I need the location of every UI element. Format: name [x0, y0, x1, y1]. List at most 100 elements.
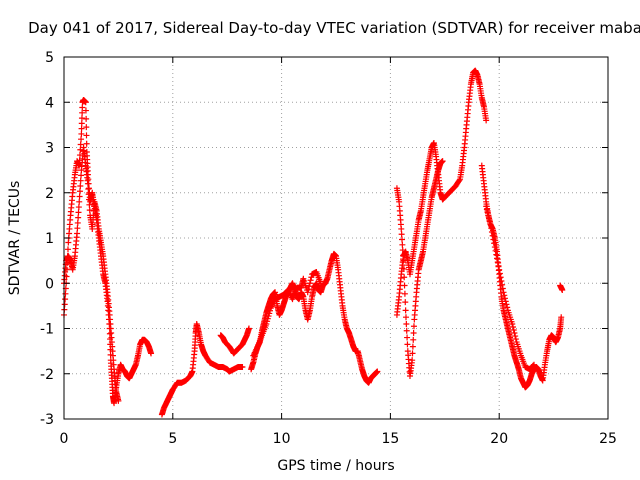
data-point — [306, 283, 313, 290]
data-point — [85, 185, 92, 192]
x-tick-label: 15 — [381, 431, 399, 447]
data-point — [489, 232, 496, 239]
data-point — [148, 350, 155, 357]
data-point — [502, 298, 509, 305]
x-axis-label: GPS time / hours — [277, 458, 394, 474]
data-point — [483, 117, 490, 124]
data-point — [439, 158, 446, 165]
x-axis-ticks: 0 5 10 15 20 25 — [60, 57, 617, 447]
data-point — [490, 236, 497, 243]
data-point — [83, 115, 90, 122]
data-point — [86, 196, 93, 203]
data-point — [77, 141, 84, 148]
data-point — [509, 323, 516, 330]
data-point — [62, 296, 69, 303]
data-point — [502, 295, 509, 302]
data-point — [307, 277, 314, 284]
x-tick-label: 25 — [599, 431, 617, 447]
data-point — [76, 193, 83, 200]
data-point — [402, 307, 409, 314]
data-point — [401, 290, 408, 297]
data-point — [62, 290, 69, 297]
data-point — [399, 241, 406, 248]
data-point — [496, 270, 503, 277]
data-point — [76, 188, 83, 195]
data-point — [79, 109, 86, 116]
data-point — [503, 301, 510, 308]
data-point — [245, 325, 252, 332]
data-point — [498, 277, 505, 284]
data-point — [486, 218, 493, 225]
y-tick-label: -3 — [40, 412, 54, 428]
data-point — [398, 225, 405, 232]
data-point — [77, 182, 84, 189]
data-point — [78, 130, 85, 137]
data-point — [115, 397, 122, 404]
data-point — [305, 286, 312, 293]
data-point — [401, 274, 408, 281]
data-point — [491, 244, 498, 251]
data-point — [306, 280, 313, 287]
data-point — [304, 289, 311, 296]
data-point — [400, 265, 407, 272]
data-point — [78, 120, 85, 127]
x-tick-label: 20 — [490, 431, 508, 447]
y-tick-label: 3 — [45, 141, 54, 157]
data-point — [64, 246, 71, 253]
data-point — [78, 125, 85, 132]
y-tick-label: 2 — [45, 186, 54, 202]
data-point — [402, 314, 409, 321]
data-point — [403, 320, 410, 327]
data-point — [499, 285, 506, 292]
y-tick-label: 4 — [45, 95, 54, 111]
data-point — [558, 314, 565, 321]
data-point — [75, 204, 82, 211]
data-point — [495, 262, 502, 269]
chart-title: Day 041 of 2017, Sidereal Day-to-day VTE… — [28, 19, 640, 37]
data-point — [265, 313, 272, 320]
data-point — [83, 124, 90, 131]
data-point — [403, 327, 410, 334]
data-point — [76, 198, 83, 205]
y-tick-label: -2 — [40, 367, 54, 383]
data-point — [404, 341, 411, 348]
data-point — [512, 333, 519, 340]
data-point — [264, 318, 271, 325]
data-point — [483, 203, 490, 210]
y-tick-label: 1 — [45, 231, 54, 247]
data-point — [61, 301, 68, 308]
data-point — [485, 212, 492, 219]
data-point — [500, 289, 507, 296]
data-point — [509, 320, 516, 327]
data-point — [83, 140, 90, 147]
data-point — [74, 225, 81, 232]
data-point — [79, 104, 86, 111]
data-point — [317, 280, 324, 287]
data-point — [74, 219, 81, 226]
data-point — [496, 266, 503, 273]
y-tick-label: 5 — [45, 50, 54, 66]
data-point — [85, 191, 92, 198]
data-point — [530, 362, 537, 369]
data-point — [84, 180, 91, 187]
data-point — [483, 206, 490, 213]
data-point — [400, 257, 407, 264]
data-point — [263, 320, 270, 327]
data-point — [510, 327, 517, 334]
data-point — [409, 343, 416, 350]
data-point — [559, 287, 566, 294]
data-point — [75, 214, 82, 221]
data-point — [504, 304, 511, 311]
data-point — [266, 307, 273, 314]
data-point — [404, 334, 411, 341]
data-point — [410, 336, 417, 343]
data-point — [239, 363, 246, 370]
data-point — [399, 247, 406, 254]
data-point — [497, 274, 504, 281]
data-point — [83, 132, 90, 139]
data-point — [264, 315, 271, 322]
data-point — [531, 361, 538, 368]
data-point — [501, 292, 508, 299]
x-tick-label: 5 — [168, 431, 177, 447]
data-point — [494, 255, 501, 262]
